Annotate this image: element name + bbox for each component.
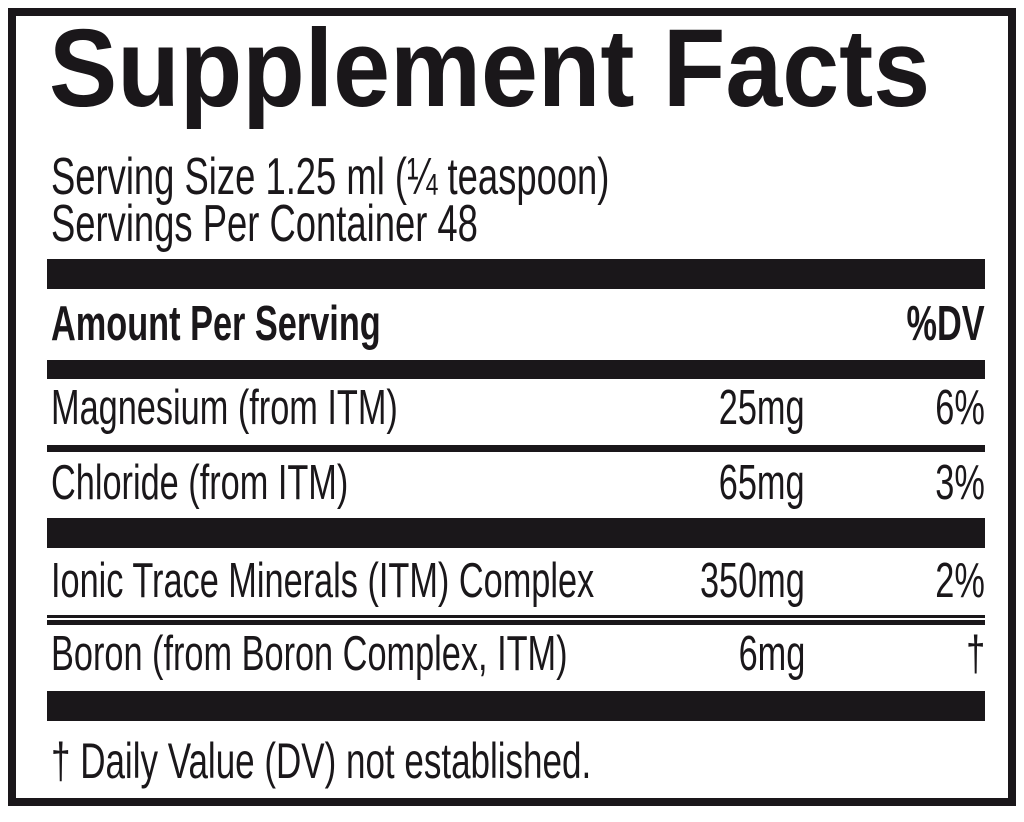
nutrient-amount: 65mg [719,456,805,510]
separator-bar-header [47,360,985,379]
amount-per-serving-header: Amount Per Serving [51,298,522,350]
percent-dv-text: %DV [906,297,985,351]
nutrient-name: Ionic Trace Minerals (ITM) Complex [51,554,595,608]
row-divider-double [47,615,985,625]
serving-info: Serving Size 1.25 ml (¼ teaspoon) Servin… [51,148,985,253]
percent-dv-header: %DV [873,298,985,350]
nutrient-amount: 6mg [738,627,805,681]
separator-bar-bottom [47,691,985,721]
serving-size-line: Serving Size 1.25 ml (¼ teaspoon) [51,148,985,206]
separator-bar-top [47,259,985,289]
nutrient-amount: 350mg [700,554,805,608]
label-title-text: Supplement Facts [49,8,931,130]
nutrient-name: Boron (from Boron Complex, ITM) [51,627,568,681]
nutrient-dv: 2% [935,554,985,608]
nutrient-dv: 3% [935,456,985,510]
amount-per-serving-text: Amount Per Serving [51,297,381,351]
nutrient-name: Magnesium (from ITM) [51,381,398,435]
nutrient-row-boron: Boron (from Boron Complex, ITM) 6mg † [47,628,985,680]
nutrient-name: Chloride (from ITM) [51,456,349,510]
supplement-facts-label: Supplement Facts Serving Size 1.25 ml (¼… [8,8,1016,806]
nutrient-amount: 25mg [719,381,805,435]
nutrient-row-itm-complex: Ionic Trace Minerals (ITM) Complex 350mg… [47,555,985,607]
nutrient-row-chloride: Chloride (from ITM) 65mg 3% [47,457,985,509]
dv-footnote-text: † Daily Value (DV) not established. [51,733,592,789]
dv-footnote: † Daily Value (DV) not established. [47,735,985,787]
serving-size-text: Serving Size 1.25 ml (¼ teaspoon) [51,148,610,206]
separator-bar-mid [47,518,985,548]
nutrient-dv: 6% [935,381,985,435]
label-title: Supplement Facts [49,8,985,130]
dagger-symbol: † [965,627,985,681]
nutrient-row-magnesium: Magnesium (from ITM) 25mg 6% [47,382,985,434]
column-header-row: Amount Per Serving %DV [47,298,985,350]
servings-per-container-line: Servings Per Container 48 [51,195,985,253]
servings-per-container-text: Servings Per Container 48 [51,195,478,253]
row-divider-thin [47,445,985,452]
